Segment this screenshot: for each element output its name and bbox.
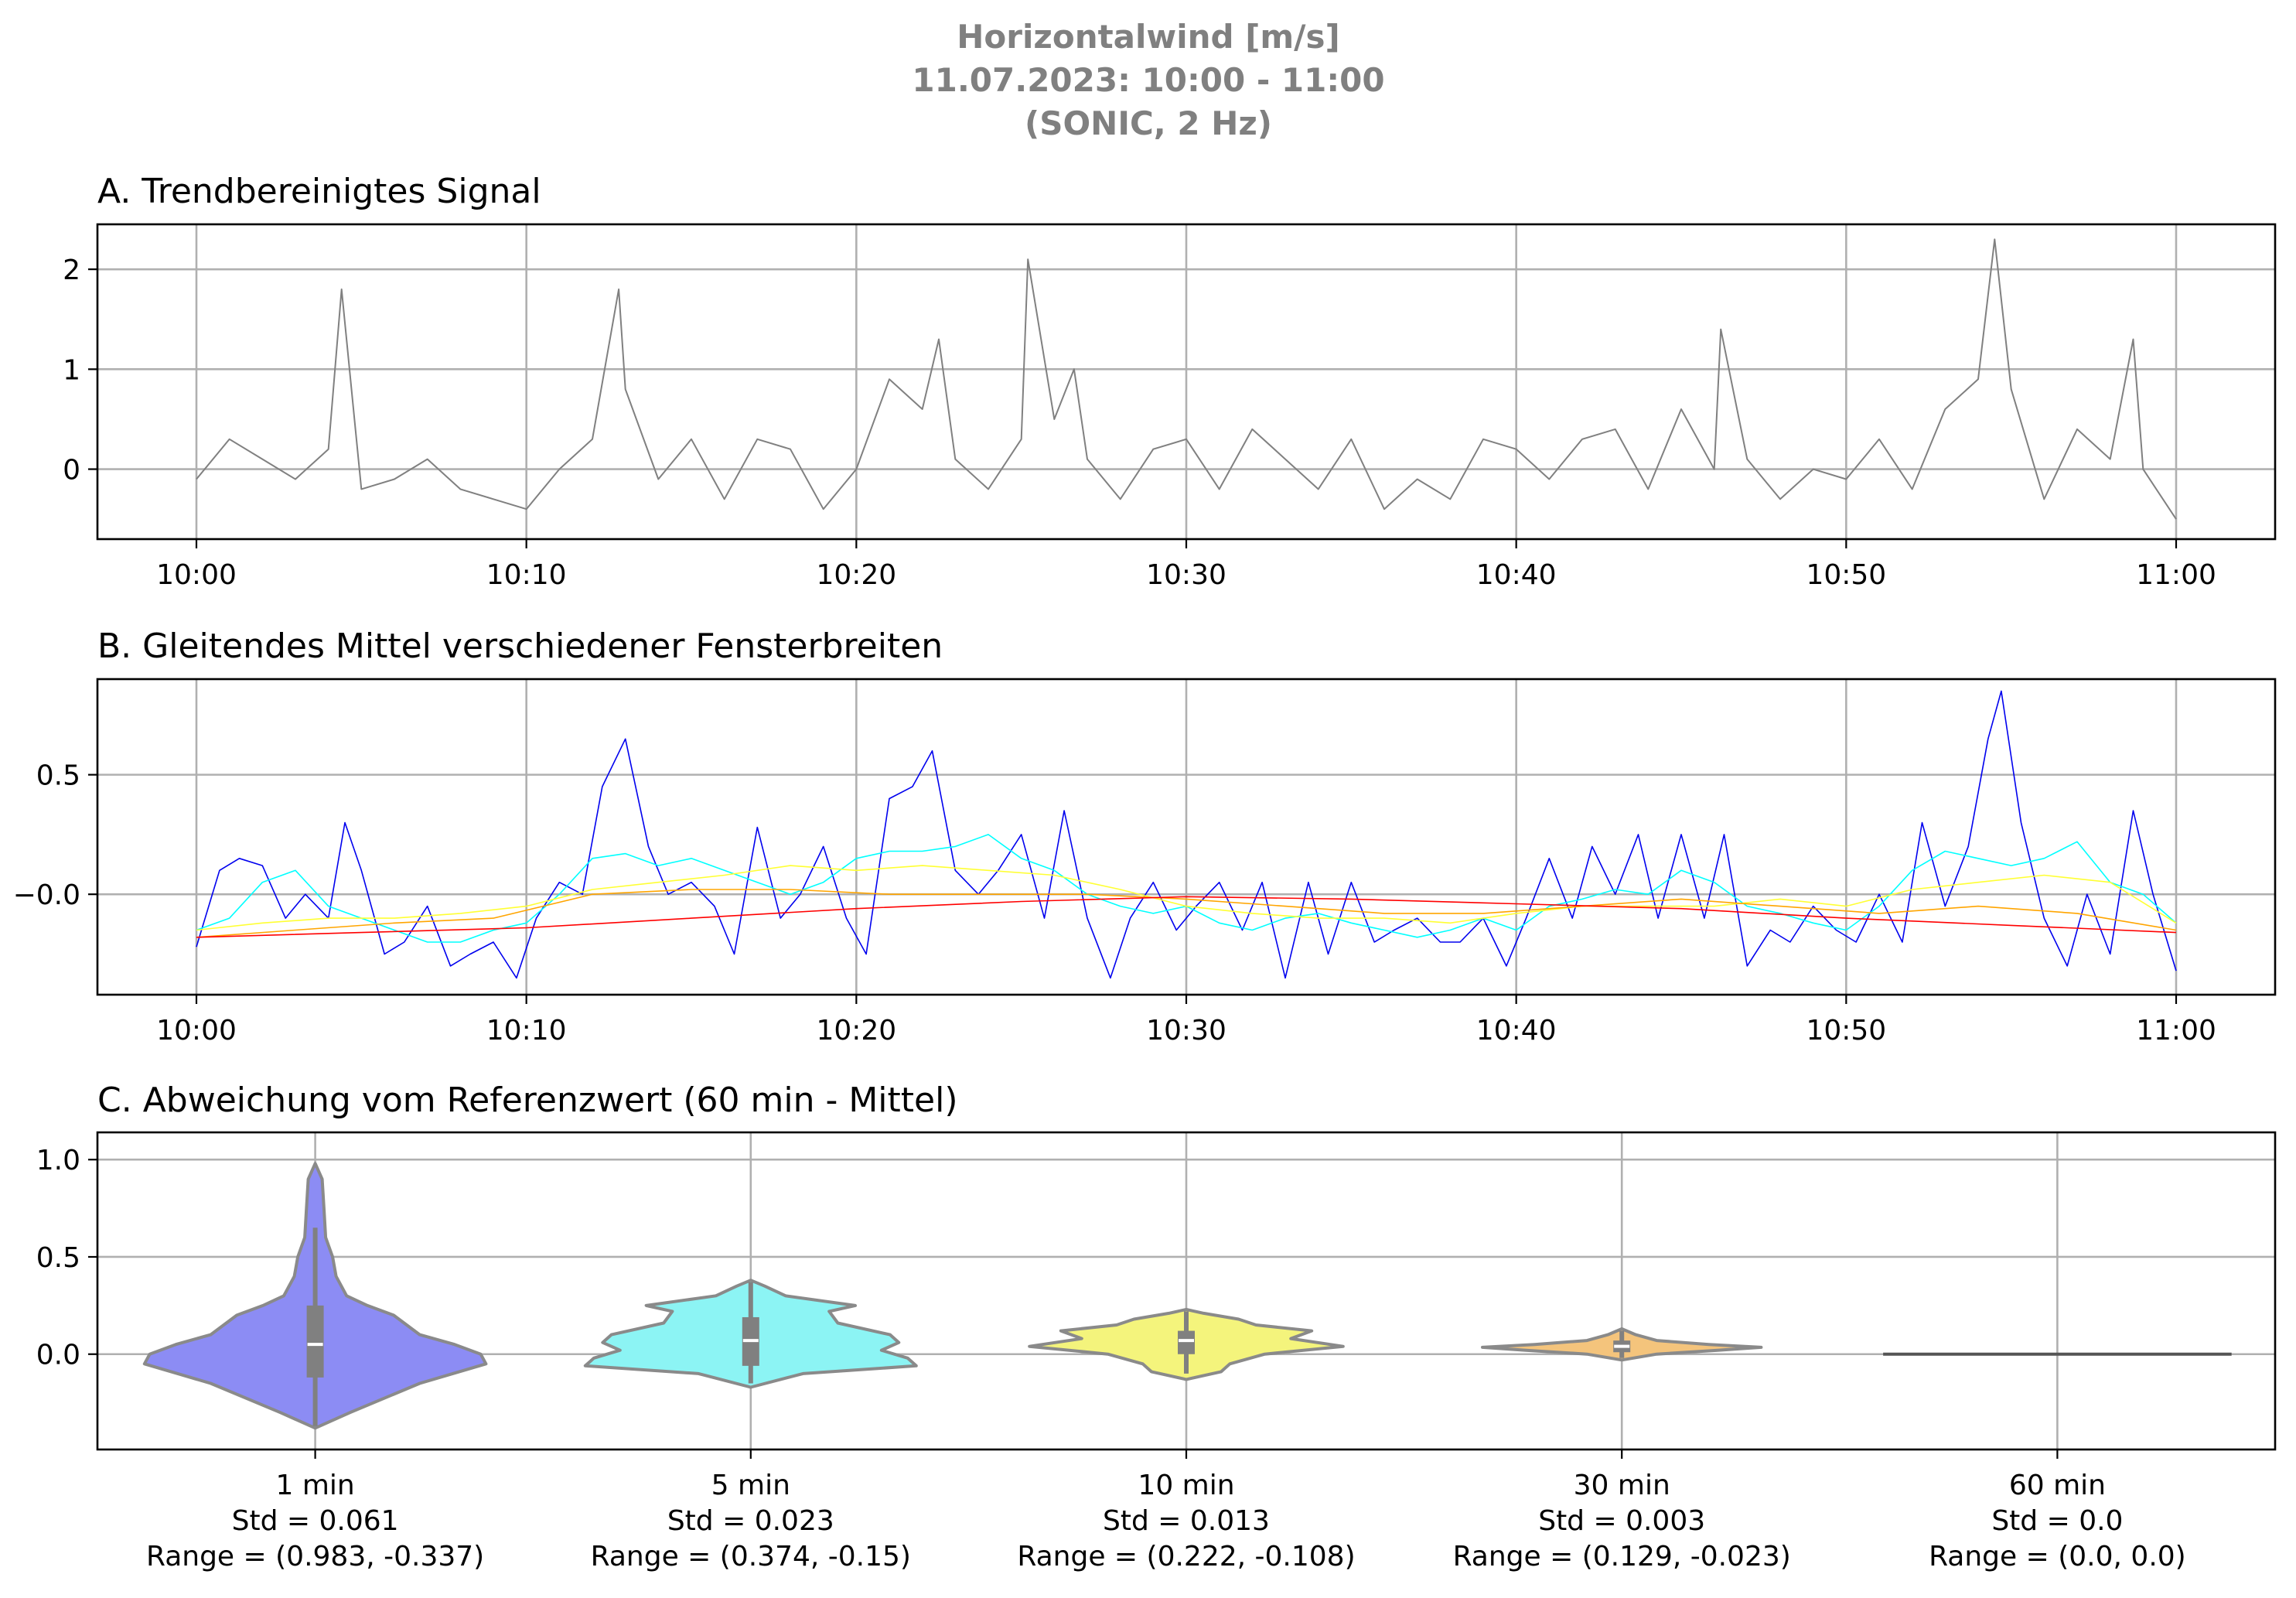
panel-c-range-label: Range = (0.374, -0.15) xyxy=(591,1541,911,1572)
panel-c-y-axis: 0.0 0.5 1.0 xyxy=(36,1145,97,1371)
panel-b-grid xyxy=(97,679,2275,995)
panel-c-category-label: 1 min xyxy=(275,1470,354,1501)
panel-c-range-label: Range = (0.983, -0.337) xyxy=(146,1541,484,1572)
panel-c-std-label: Std = 0.0 xyxy=(1991,1505,2123,1537)
panel-a-title: A. Trendbereinigtes Signal xyxy=(97,172,541,211)
suptitle-line-3: (SONIC, 2 Hz) xyxy=(1025,104,1272,142)
panel-c-range-label: Range = (0.0, 0.0) xyxy=(1929,1541,2186,1572)
panel-c-violins xyxy=(142,1162,2232,1430)
panel-b-xtick-label: 10:30 xyxy=(1146,1015,1226,1047)
panel-a-xtick-label: 10:50 xyxy=(1806,559,1886,591)
figure-suptitle: Horizontalwind [m/s] 11.07.2023: 10:00 -… xyxy=(912,18,1384,142)
panel-b-series-line-0 xyxy=(196,690,2177,979)
panel-c-range-label: Range = (0.129, -0.023) xyxy=(1453,1541,1791,1572)
panel-a-x-axis: 10:00 10:10 10:20 10:30 10:40 10:50 11:00 xyxy=(156,539,2216,591)
panel-b-x-axis: 10:00 10:10 10:20 10:30 10:40 10:50 11:00 xyxy=(156,995,2216,1047)
panel-b-series-line-4 xyxy=(196,896,2177,938)
panel-c-deviation-violins: C. Abweichung vom Referenzwert (60 min -… xyxy=(36,1081,2277,1572)
panel-b-xtick-label: 10:40 xyxy=(1476,1015,1557,1047)
suptitle-line-1: Horizontalwind [m/s] xyxy=(957,18,1339,56)
panel-b-xtick-label: 10:20 xyxy=(816,1015,896,1047)
violin-box-2 xyxy=(1178,1330,1195,1354)
panel-a-series-line-0 xyxy=(196,238,2177,520)
panel-b-xtick-label: 11:00 xyxy=(2136,1015,2216,1047)
panel-b-series-line-3 xyxy=(196,889,2177,938)
panel-c-std-label: Std = 0.023 xyxy=(667,1505,834,1537)
panel-a-xtick-label: 11:00 xyxy=(2136,559,2216,591)
panel-c-ytick-label: 1.0 xyxy=(36,1145,80,1176)
panel-a-ytick-label: 2 xyxy=(63,254,80,286)
panel-a-xtick-label: 10:20 xyxy=(816,559,896,591)
panel-a-grid xyxy=(97,224,2275,539)
panel-b-xtick-label: 10:50 xyxy=(1806,1015,1886,1047)
panel-a-y-axis: 0 1 2 xyxy=(63,254,97,487)
panel-a-xtick-label: 10:40 xyxy=(1476,559,1557,591)
panel-b-xtick-label: 10:00 xyxy=(156,1015,237,1047)
panel-a-ytick-label: 0 xyxy=(63,455,80,487)
panel-b-title: B. Gleitendes Mittel verschiedener Fenst… xyxy=(97,627,943,666)
panel-b-ytick-label: 0.5 xyxy=(36,760,80,792)
panel-c-std-label: Std = 0.013 xyxy=(1103,1505,1270,1537)
panel-a-trend-signal: A. Trendbereinigtes Signal 10:00 10:10 10:… xyxy=(63,172,2277,591)
panel-c-category-label: 60 min xyxy=(2009,1470,2106,1501)
violin-box-0 xyxy=(306,1305,324,1378)
panel-c-category-label: 30 min xyxy=(1574,1470,1670,1501)
panel-c-grid xyxy=(97,1132,2275,1449)
panel-c-x-axis: 1 min Std = 0.061 Range = (0.983, -0.337) 5… xyxy=(146,1449,2186,1572)
panel-c-std-label: Std = 0.003 xyxy=(1538,1505,1705,1537)
panel-c-category-label: 5 min xyxy=(711,1470,790,1501)
panel-c-ytick-label: 0.0 xyxy=(36,1340,80,1371)
panel-b-moving-average: B. Gleitendes Mittel verschiedener Fenst… xyxy=(13,627,2277,1047)
panel-b-ytick-label: −0.0 xyxy=(13,879,80,911)
panel-a-series xyxy=(196,238,2177,520)
panel-a-xtick-label: 10:30 xyxy=(1146,559,1226,591)
panel-c-std-label: Std = 0.061 xyxy=(232,1505,399,1537)
panel-c-title: C. Abweichung vom Referenzwert (60 min -… xyxy=(97,1081,957,1120)
panel-c-ytick-label: 0.5 xyxy=(36,1242,80,1274)
panel-b-xtick-label: 10:10 xyxy=(486,1015,567,1047)
panel-c-category-label: 10 min xyxy=(1138,1470,1234,1501)
panel-b-series xyxy=(196,690,2177,979)
panel-a-ytick-label: 1 xyxy=(63,354,80,386)
panel-a-xtick-label: 10:10 xyxy=(486,559,567,591)
panel-b-y-axis: −0.0 0.5 xyxy=(13,760,97,911)
panel-a-xtick-label: 10:00 xyxy=(156,559,237,591)
panel-b-series-line-2 xyxy=(196,865,2177,931)
panel-c-range-label: Range = (0.222, -0.108) xyxy=(1017,1541,1355,1572)
suptitle-line-2: 11.07.2023: 10:00 - 11:00 xyxy=(912,61,1384,99)
